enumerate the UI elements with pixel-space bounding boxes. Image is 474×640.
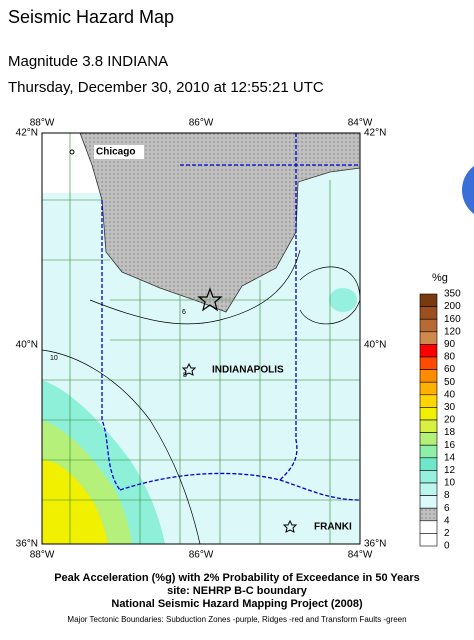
legend-label: 90 (444, 339, 456, 350)
hazard-zone (42, 460, 108, 544)
legend-swatch (419, 293, 438, 307)
map-frame (41, 132, 361, 545)
legend-swatch (419, 432, 438, 446)
contour-label: 10 (50, 355, 58, 362)
hazard-zone (329, 288, 357, 312)
legend-label: 80 (444, 352, 456, 363)
globe (462, 166, 474, 214)
legend-swatch (419, 306, 438, 320)
caption: site: NEHRP B-C boundary (167, 585, 308, 597)
legend-swatch (419, 507, 438, 522)
legend-label: 2 (444, 528, 450, 539)
caption: National Seismic Hazard Mapping Project … (111, 598, 363, 610)
date: Thursday, December 30, 2010 at 12:55:21 … (8, 79, 324, 96)
lat-label: 42°N (16, 128, 38, 139)
city-label: FRANKI (314, 522, 352, 533)
legend-label: 350 (444, 289, 461, 300)
legend-label: 200 (444, 301, 461, 312)
lat-label: 40°N (364, 340, 386, 351)
map (41, 132, 361, 545)
legend-swatch (419, 407, 438, 421)
lat-label: 36°N (364, 539, 386, 550)
legend: %g35020016012090806050403020181614121086… (419, 272, 461, 552)
lat-label: 36°N (16, 539, 38, 550)
legend-label: 10 (444, 478, 456, 489)
lon-label: 88°W (30, 118, 55, 129)
legend-title: %g (432, 272, 448, 284)
city-label: INDIANAPOLIS (212, 365, 284, 376)
legend-label: 4 (444, 515, 450, 526)
lat-label: 42°N (364, 128, 386, 139)
legend-label: 0 (444, 541, 450, 552)
legend-swatch (419, 470, 438, 484)
legend-swatch (419, 356, 438, 370)
city-marker (69, 149, 75, 155)
epicenter (197, 287, 223, 312)
city-label: Chicago (96, 147, 135, 158)
legend-label: 16 (444, 440, 456, 451)
title: Seismic Hazard Map (8, 7, 174, 27)
legend-label: 12 (444, 465, 456, 476)
legend-swatch (419, 419, 438, 433)
legend-label: 40 (444, 389, 456, 400)
lon-label: 84°W (348, 118, 373, 129)
lon-label: 84°W (348, 550, 373, 561)
lon-label: 86°W (189, 550, 214, 561)
state-borders (101, 133, 361, 501)
legend-swatch (419, 495, 438, 509)
legend-swatch (419, 394, 438, 408)
legend-label: 60 (444, 364, 456, 375)
legend-swatch (419, 482, 438, 496)
legend-label: 50 (444, 377, 456, 388)
legend-label: 18 (444, 427, 456, 438)
lon-label: 86°W (189, 118, 214, 129)
lake (79, 132, 361, 313)
legend-swatch (419, 444, 438, 459)
caption-note: Major Tectonic Boundaries: Subduction Zo… (67, 615, 406, 624)
contour-label: 8 (183, 372, 187, 379)
caption: Peak Acceleration (%g) with 2% Probabili… (54, 572, 420, 584)
legend-swatch (419, 457, 438, 471)
lat-label: 40°N (16, 340, 38, 351)
city-marker (282, 519, 298, 533)
legend-swatch (419, 369, 438, 383)
legend-swatch (419, 318, 438, 333)
legend-label: 6 (444, 503, 450, 514)
city-marker (181, 362, 197, 376)
legend-swatch (419, 533, 438, 547)
legend-swatch (419, 331, 438, 345)
legend-swatch (419, 381, 438, 396)
map-labels: 88°W 86°W 84°W88°W 86°W 84°W42°N40°N36°N42°N… (16, 118, 387, 561)
legend-swatch (419, 344, 438, 358)
event: Magnitude 3.8 INDIANA (8, 53, 168, 70)
legend-label: 8 (444, 490, 450, 501)
legend-label: 14 (444, 452, 456, 463)
lon-label: 88°W (30, 550, 55, 561)
legend-label: 30 (444, 402, 456, 413)
label-bg (94, 145, 144, 159)
legend-swatch (419, 520, 438, 534)
legend-label: 160 (444, 314, 461, 325)
legend-label: 120 (444, 326, 461, 337)
contour-label: 6 (182, 309, 186, 316)
legend-label: 20 (444, 415, 456, 426)
